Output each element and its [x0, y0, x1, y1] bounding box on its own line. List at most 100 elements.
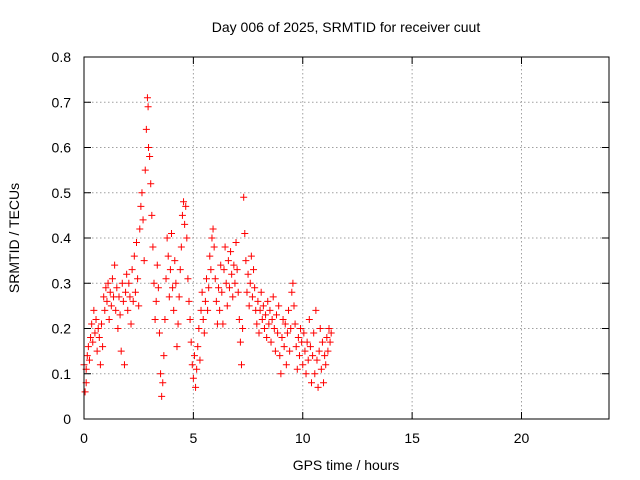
- data-point: [193, 365, 201, 373]
- x-axis-label: GPS time / hours: [293, 457, 400, 473]
- data-point: [100, 293, 108, 301]
- data-point: [239, 325, 247, 332]
- data-point: [164, 252, 172, 260]
- data-point: [242, 257, 250, 265]
- data-point: [253, 320, 261, 328]
- data-point: [262, 311, 270, 319]
- data-point: [131, 288, 139, 296]
- data-point: [85, 356, 93, 364]
- data-point: [317, 365, 325, 373]
- data-point: [99, 343, 107, 351]
- data-point: [323, 334, 331, 342]
- data-point: [268, 315, 276, 323]
- data-point: [260, 325, 268, 332]
- y-tick-label: 0.7: [52, 94, 72, 110]
- data-point: [92, 315, 100, 323]
- data-point: [144, 103, 152, 111]
- data-point: [155, 329, 163, 337]
- data-point: [180, 198, 188, 206]
- data-point: [279, 315, 287, 323]
- data-points: [80, 94, 335, 400]
- data-point: [295, 352, 303, 360]
- data-point: [152, 297, 160, 305]
- chart-title: Day 006 of 2025, SRMTID for receiver cuu…: [212, 19, 481, 35]
- data-point: [138, 189, 146, 197]
- data-point: [101, 306, 109, 314]
- data-point: [267, 338, 275, 346]
- data-point: [136, 225, 144, 233]
- data-point: [174, 320, 182, 328]
- data-point: [89, 338, 97, 346]
- data-point: [130, 252, 138, 260]
- data-point: [212, 297, 220, 305]
- data-point: [244, 270, 252, 278]
- data-point: [114, 325, 122, 332]
- data-point: [147, 180, 155, 188]
- x-tick-label: 0: [80, 430, 88, 446]
- data-point: [280, 343, 288, 351]
- data-point: [84, 343, 92, 351]
- data-point: [135, 302, 143, 310]
- data-point: [206, 252, 214, 260]
- data-point: [230, 261, 238, 269]
- data-point: [240, 193, 248, 201]
- data-point: [103, 297, 111, 305]
- data-point: [286, 347, 294, 355]
- data-point: [165, 293, 173, 301]
- data-point: [269, 293, 277, 301]
- data-point: [159, 379, 167, 387]
- data-point: [235, 315, 243, 323]
- data-point: [254, 297, 262, 305]
- data-point: [126, 293, 134, 301]
- data-point: [168, 229, 175, 237]
- data-point: [204, 306, 212, 314]
- data-point: [139, 216, 147, 224]
- data-point: [117, 347, 125, 355]
- data-point: [161, 315, 169, 323]
- y-tick-label: 0: [63, 411, 71, 427]
- data-point: [312, 306, 320, 314]
- data-point: [302, 370, 310, 378]
- data-point: [297, 325, 305, 332]
- data-point: [177, 243, 185, 251]
- data-point: [208, 234, 216, 242]
- data-point: [197, 306, 205, 314]
- data-point: [310, 329, 318, 337]
- data-point: [266, 306, 274, 314]
- data-point: [175, 293, 183, 301]
- data-point: [322, 361, 330, 369]
- data-point: [232, 239, 240, 247]
- axis-ticks: [83, 56, 609, 420]
- data-point: [236, 338, 244, 346]
- data-point: [107, 302, 115, 310]
- data-point: [229, 293, 237, 301]
- data-point: [145, 144, 153, 151]
- data-point: [264, 297, 272, 305]
- data-point: [228, 270, 236, 278]
- data-point: [184, 275, 192, 283]
- data-point: [241, 229, 249, 237]
- data-point: [112, 306, 120, 314]
- y-axis-label: SRMTID / TECUs: [6, 183, 22, 293]
- data-point: [113, 284, 121, 292]
- data-point: [142, 125, 150, 133]
- data-point: [182, 202, 190, 210]
- y-tick-label: 0.5: [52, 185, 72, 201]
- data-point: [288, 288, 296, 296]
- data-point: [173, 343, 181, 351]
- data-point: [273, 311, 280, 319]
- data-point: [118, 279, 126, 287]
- data-point: [128, 266, 136, 274]
- y-tick-label: 0.2: [52, 321, 72, 337]
- data-point: [158, 392, 166, 400]
- data-point: [108, 275, 116, 283]
- data-point: [224, 257, 232, 265]
- data-point: [160, 352, 168, 360]
- data-point: [172, 279, 180, 287]
- data-point: [143, 94, 151, 102]
- data-point: [189, 374, 197, 382]
- data-point: [190, 352, 198, 360]
- data-point: [157, 370, 165, 378]
- data-point: [170, 306, 178, 314]
